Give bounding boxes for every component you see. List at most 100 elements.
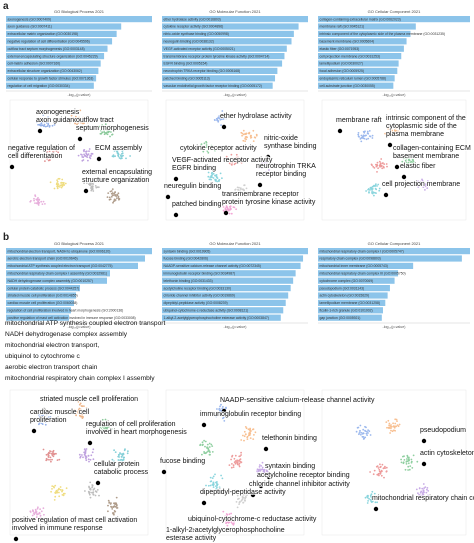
umap-frame (321, 99, 467, 221)
cell-point (236, 494, 239, 497)
cell-point (225, 519, 228, 522)
cell-point (111, 155, 114, 158)
cell-point (87, 458, 90, 461)
cell-point (374, 191, 376, 194)
cell-point (366, 502, 369, 504)
cell-point (120, 453, 123, 455)
annotation: collagen-containing ECM (393, 145, 471, 152)
bar-label: acetylcholine receptor binding (GO:00331… (164, 286, 231, 290)
bar-label: neuregulin binding (GO:0038132) (164, 40, 214, 44)
cell-point (424, 496, 427, 498)
cell-point (110, 131, 112, 133)
cell-point (243, 435, 246, 438)
cell-point (208, 442, 211, 445)
cell-point (117, 459, 120, 461)
cell-point (207, 147, 210, 150)
cell-point (367, 132, 370, 135)
cell-point (219, 409, 222, 411)
cell-point (111, 188, 114, 191)
cell-point (58, 487, 60, 490)
cell-point (384, 467, 386, 469)
bar-label: cytochrome complex (GO:0070069) (320, 279, 374, 283)
cell-point (236, 506, 239, 509)
cell-point (267, 472, 269, 475)
cell-point (240, 451, 243, 454)
cell-point (228, 464, 231, 466)
cell-point (203, 147, 206, 150)
cell-point (82, 416, 84, 418)
bar (162, 23, 299, 30)
cell-point (234, 203, 237, 206)
bar (318, 255, 462, 262)
cell-point (421, 492, 424, 495)
cell-point (370, 500, 373, 503)
cell-point (201, 441, 204, 444)
term-list-item: mitochondrial respiratory chain complex … (5, 375, 155, 382)
bar (6, 255, 145, 262)
bar (6, 314, 69, 321)
cell-point (52, 449, 55, 452)
cell-point (44, 423, 47, 426)
bar-label: transmembrane receptor protein tyrosine … (164, 54, 270, 58)
cell-point (77, 400, 80, 403)
cell-point (206, 150, 209, 153)
cell-point (117, 197, 120, 200)
cell-point (42, 413, 45, 416)
cell-point (395, 130, 398, 132)
cell-point (376, 497, 379, 500)
bar (162, 292, 289, 299)
cell-point (46, 125, 49, 127)
cell-point (367, 429, 369, 431)
cell-point (112, 201, 114, 204)
cell-point (254, 431, 257, 434)
cell-point (243, 430, 246, 433)
cell-point (92, 183, 95, 185)
bar-label: neurotrophin TRKA receptor binding (GO:0… (164, 69, 241, 73)
annotation-dot (165, 194, 171, 200)
cell-point (110, 190, 113, 192)
cell-point (243, 184, 246, 187)
cell-point (107, 504, 109, 507)
cell-point (391, 132, 393, 134)
cell-point (230, 212, 233, 215)
cell-point (223, 420, 226, 422)
bar-label: regulation of cell proliferation involve… (8, 309, 124, 313)
bar (318, 16, 470, 23)
cell-point (50, 452, 53, 455)
chart-title: GO Molecular Function 2021 (209, 241, 261, 246)
cell-point (47, 116, 49, 119)
cell-point (214, 149, 216, 152)
cell-point (208, 446, 211, 448)
cell-point (221, 407, 224, 410)
cell-point (48, 118, 51, 121)
cell-point (407, 161, 410, 164)
cell-point (37, 204, 40, 206)
cell-point (410, 458, 413, 461)
cell-point (246, 438, 249, 440)
cell-point (372, 473, 375, 476)
annotation-dot (31, 428, 37, 434)
cell-point (44, 125, 47, 128)
cell-point (244, 192, 247, 195)
cell-point (116, 149, 119, 152)
cell-point (408, 458, 410, 460)
cell-point (42, 448, 45, 451)
bar (162, 285, 291, 292)
cell-point (387, 127, 390, 130)
bar-label: mitochondrial inner membrane (GO:0005743… (320, 264, 388, 268)
cell-point (238, 464, 241, 466)
bar (318, 82, 394, 89)
annotation-dot (201, 422, 207, 428)
annotation: neuregulin binding (164, 183, 221, 190)
annotation: negative regulation of (8, 145, 75, 152)
cell-point (357, 133, 360, 136)
cell-point (382, 162, 384, 164)
cell-point (108, 125, 111, 127)
cell-point (90, 454, 93, 457)
cell-point (366, 430, 368, 433)
cell-point (225, 205, 228, 207)
cell-point (111, 192, 114, 194)
cell-point (221, 110, 224, 112)
x-axis-label: -log₁₀(p-value) (383, 93, 406, 97)
cell-point (393, 125, 396, 128)
